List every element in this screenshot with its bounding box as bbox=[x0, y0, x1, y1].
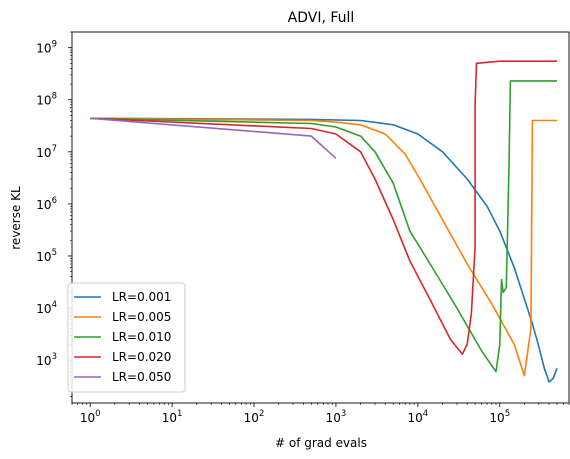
legend: LR=0.001 LR=0.005 LR=0.010 LR=0.020 LR=0.050 bbox=[67, 282, 186, 393]
y-tick-label-2: 104 bbox=[36, 300, 57, 316]
legend-label-1: LR=0.001 bbox=[112, 290, 171, 304]
y-axis-title: reverse KL bbox=[9, 186, 23, 250]
x-tick-label-1: 100 bbox=[80, 409, 101, 425]
ticks-layer: 100 101 102 103 104 105 103 104 105 106 107 108 109 bbox=[36, 31, 570, 425]
x-tick-label-4: 103 bbox=[326, 409, 347, 425]
y-tick-label-7: 109 bbox=[36, 40, 57, 56]
series-line-3 bbox=[90, 80, 557, 373]
series-line-5 bbox=[90, 117, 337, 159]
y-tick-label-4: 106 bbox=[36, 196, 57, 212]
series-line-4 bbox=[90, 60, 557, 355]
y-tick-label-6: 108 bbox=[36, 92, 57, 108]
x-tick-label-5: 104 bbox=[407, 409, 428, 425]
series-line-1 bbox=[90, 117, 558, 383]
legend-label-4: LR=0.020 bbox=[112, 350, 171, 364]
series-line-2 bbox=[90, 117, 557, 377]
y-tick-label-3: 105 bbox=[36, 248, 57, 264]
y-tick-label-5: 107 bbox=[36, 144, 57, 160]
x-tick-label-3: 102 bbox=[244, 409, 265, 425]
x-axis-title: # of grad evals bbox=[275, 436, 367, 450]
legend-box bbox=[67, 282, 186, 393]
chart-title: ADVI, Full bbox=[288, 10, 355, 26]
x-tick-label-2: 101 bbox=[162, 409, 183, 425]
plot-border bbox=[71, 31, 570, 404]
legend-label-5: LR=0.050 bbox=[112, 370, 171, 384]
y-tick-label-1: 103 bbox=[36, 352, 57, 368]
series-layer bbox=[90, 60, 558, 383]
legend-label-2: LR=0.005 bbox=[112, 310, 171, 324]
x-tick-label-6: 105 bbox=[489, 409, 510, 425]
legend-label-3: LR=0.010 bbox=[112, 330, 171, 344]
